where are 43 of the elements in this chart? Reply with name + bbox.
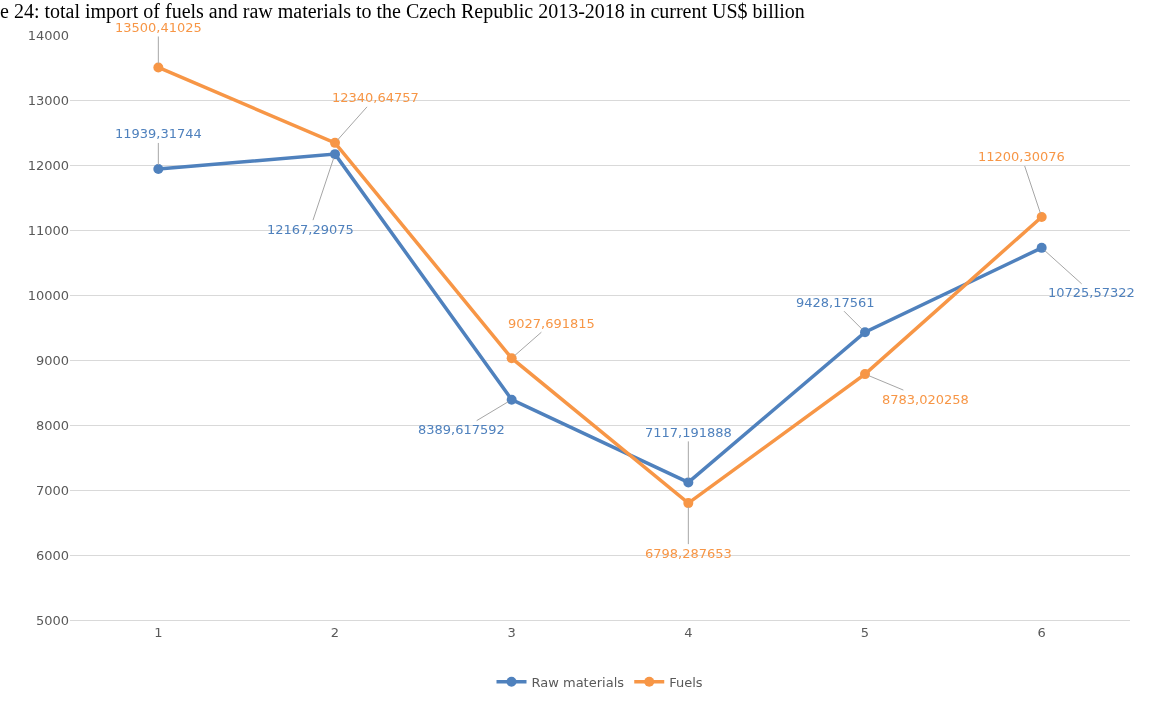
y-tick-label: 7000	[35, 482, 69, 498]
data-label: 6798,287653	[645, 546, 732, 561]
point	[153, 62, 164, 73]
x-tick-label: 1	[154, 624, 163, 640]
x-tick-label: 4	[684, 624, 693, 640]
data-label: 10725,57322	[1048, 285, 1135, 300]
y-tick-label: 10000	[27, 287, 69, 303]
data-label: 9027,691815	[508, 316, 595, 331]
x-tick-label: 3	[507, 624, 516, 640]
y-tick-label: 14000	[27, 27, 69, 43]
chart-title: e 24: total import of fuels and raw materials to the Czech Republic 2013-2018 in current US$ billion	[0, 0, 805, 23]
y-tick-label: 6000	[35, 547, 69, 563]
point	[860, 369, 870, 380]
legend-label: Fuels	[669, 674, 703, 690]
data-label: 8389,617592	[418, 422, 505, 437]
y-tick-label: 8000	[35, 417, 69, 433]
point	[153, 163, 164, 174]
data-label: 13500,41025	[115, 20, 202, 35]
x-tick-label: 5	[860, 624, 870, 640]
point	[1036, 242, 1047, 253]
point	[683, 498, 694, 509]
data-label: 11200,30076	[978, 149, 1065, 164]
y-tick-label: 5000	[35, 612, 69, 628]
data-label: 12167,29075	[267, 222, 354, 237]
data-label: 12340,64757	[332, 90, 419, 105]
x-tick-label: 6	[1037, 624, 1046, 640]
data-label: 8783,020258	[882, 392, 969, 407]
y-tick-label: 9000	[35, 352, 69, 368]
legend-label: Raw materials	[531, 674, 625, 690]
data-label: 11939,31744	[115, 126, 202, 141]
point	[860, 327, 870, 338]
point	[506, 353, 517, 364]
data-label: 9428,17561	[796, 295, 875, 310]
y-tick-label: 11000	[27, 222, 69, 238]
x-tick-label: 2	[330, 624, 340, 640]
point	[330, 149, 340, 160]
point	[683, 477, 694, 488]
y-tick-label: 13000	[27, 92, 69, 108]
point	[330, 137, 340, 148]
point	[1036, 211, 1047, 222]
point	[506, 394, 517, 405]
y-tick-label: 12000	[27, 157, 69, 173]
data-label: 7117,191888	[645, 425, 732, 440]
